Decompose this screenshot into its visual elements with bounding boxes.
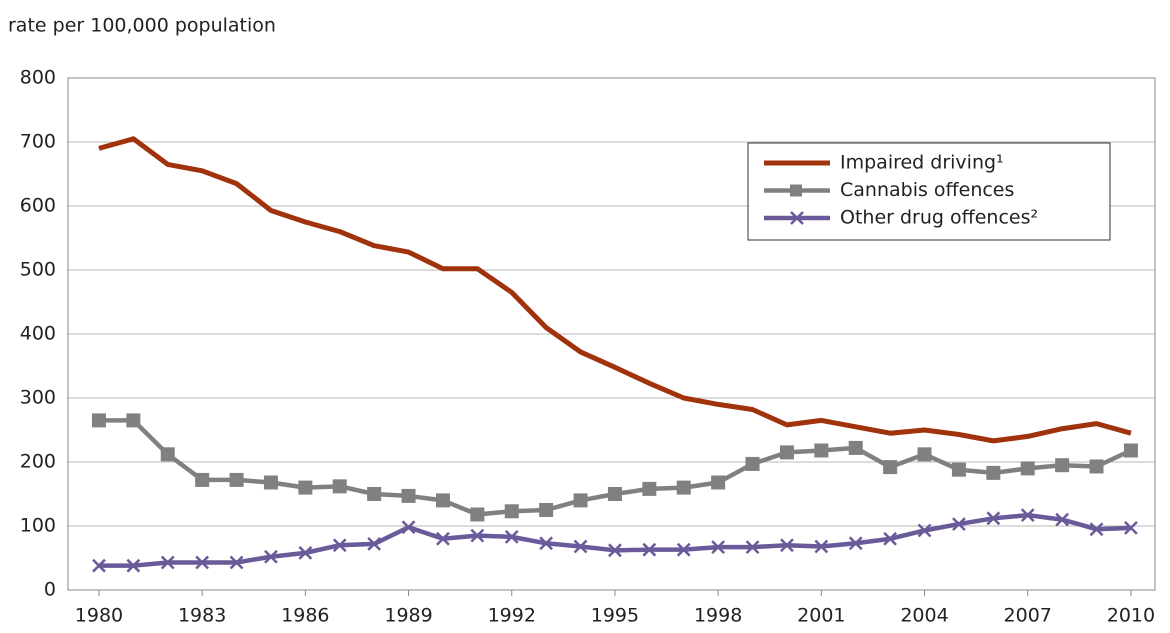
point [435,493,450,508]
y-tick-label: 400 [20,323,56,345]
point [332,479,347,494]
point [883,531,898,546]
x-tick-label: 1986 [281,605,329,627]
point [608,543,622,558]
legend-label: Cannabis offences [840,179,1014,201]
point [986,465,1001,480]
point [264,549,278,564]
y-tick-label: 100 [20,515,56,537]
point [92,558,106,573]
point [848,536,863,551]
point [126,413,141,428]
x-tick-label: 1989 [384,605,432,627]
point [676,480,691,495]
point [917,523,932,538]
point [229,472,244,487]
y-axis-label: rate per 100,000 population [8,15,276,37]
point [745,540,760,555]
legend-marker [790,211,804,225]
x-tick-label: 1992 [488,605,536,627]
y-tick-label: 0 [44,579,56,601]
point [1020,508,1035,523]
x-tick-label: 1983 [178,605,226,627]
point [711,540,726,555]
point [436,531,450,546]
point [952,517,966,531]
point [91,413,106,428]
point [332,538,347,553]
point [883,460,898,475]
point [195,555,210,570]
point [917,447,932,462]
plot-border [67,77,1156,591]
point [1089,459,1104,474]
series-line [98,512,1132,568]
x-tick-label: 2010 [1107,605,1155,627]
y-tick-label: 600 [20,195,56,217]
point [607,487,622,501]
point [1055,512,1070,527]
point [1089,522,1104,537]
point [470,528,485,543]
legend-label: Impaired driving¹ [840,152,1004,174]
point [504,504,519,519]
point [711,475,726,490]
point [814,443,829,458]
point [298,545,313,560]
point [263,475,278,490]
point [504,529,519,544]
x-tick-label: 1980 [75,605,123,627]
y-tick-label: 800 [20,67,56,89]
y-tick-label: 300 [20,387,56,409]
point [195,472,210,487]
point [951,462,966,477]
point [160,555,175,570]
y-tick-label: 200 [20,451,56,473]
legend-label: Other drug offences² [840,207,1038,229]
point [539,536,554,551]
point [780,538,794,553]
series-line [98,136,1132,444]
y-tick-label: 700 [20,131,56,153]
point [745,456,760,471]
point [986,511,1001,526]
point [573,493,588,508]
point [642,542,657,557]
point [642,481,657,496]
point [160,447,175,462]
point [539,503,554,517]
point [401,488,416,503]
point [1055,458,1070,473]
point [126,558,141,573]
point [1124,521,1138,535]
point [401,520,416,535]
point [779,445,794,460]
point [470,507,485,522]
point [573,539,588,554]
y-tick-label: 500 [20,259,56,281]
point [676,542,691,557]
point [1020,461,1035,476]
x-tick-label: 2001 [797,605,845,627]
legend-marker [790,184,802,197]
point [229,555,244,570]
point [1123,443,1138,458]
point [298,480,313,495]
point [814,539,829,554]
point [367,487,382,501]
x-tick-label: 1995 [591,605,639,627]
point [367,537,382,551]
x-tick-label: 2007 [1004,605,1052,627]
x-tick-label: 2004 [900,605,948,627]
x-tick-label: 1998 [694,605,742,627]
point [848,440,863,455]
